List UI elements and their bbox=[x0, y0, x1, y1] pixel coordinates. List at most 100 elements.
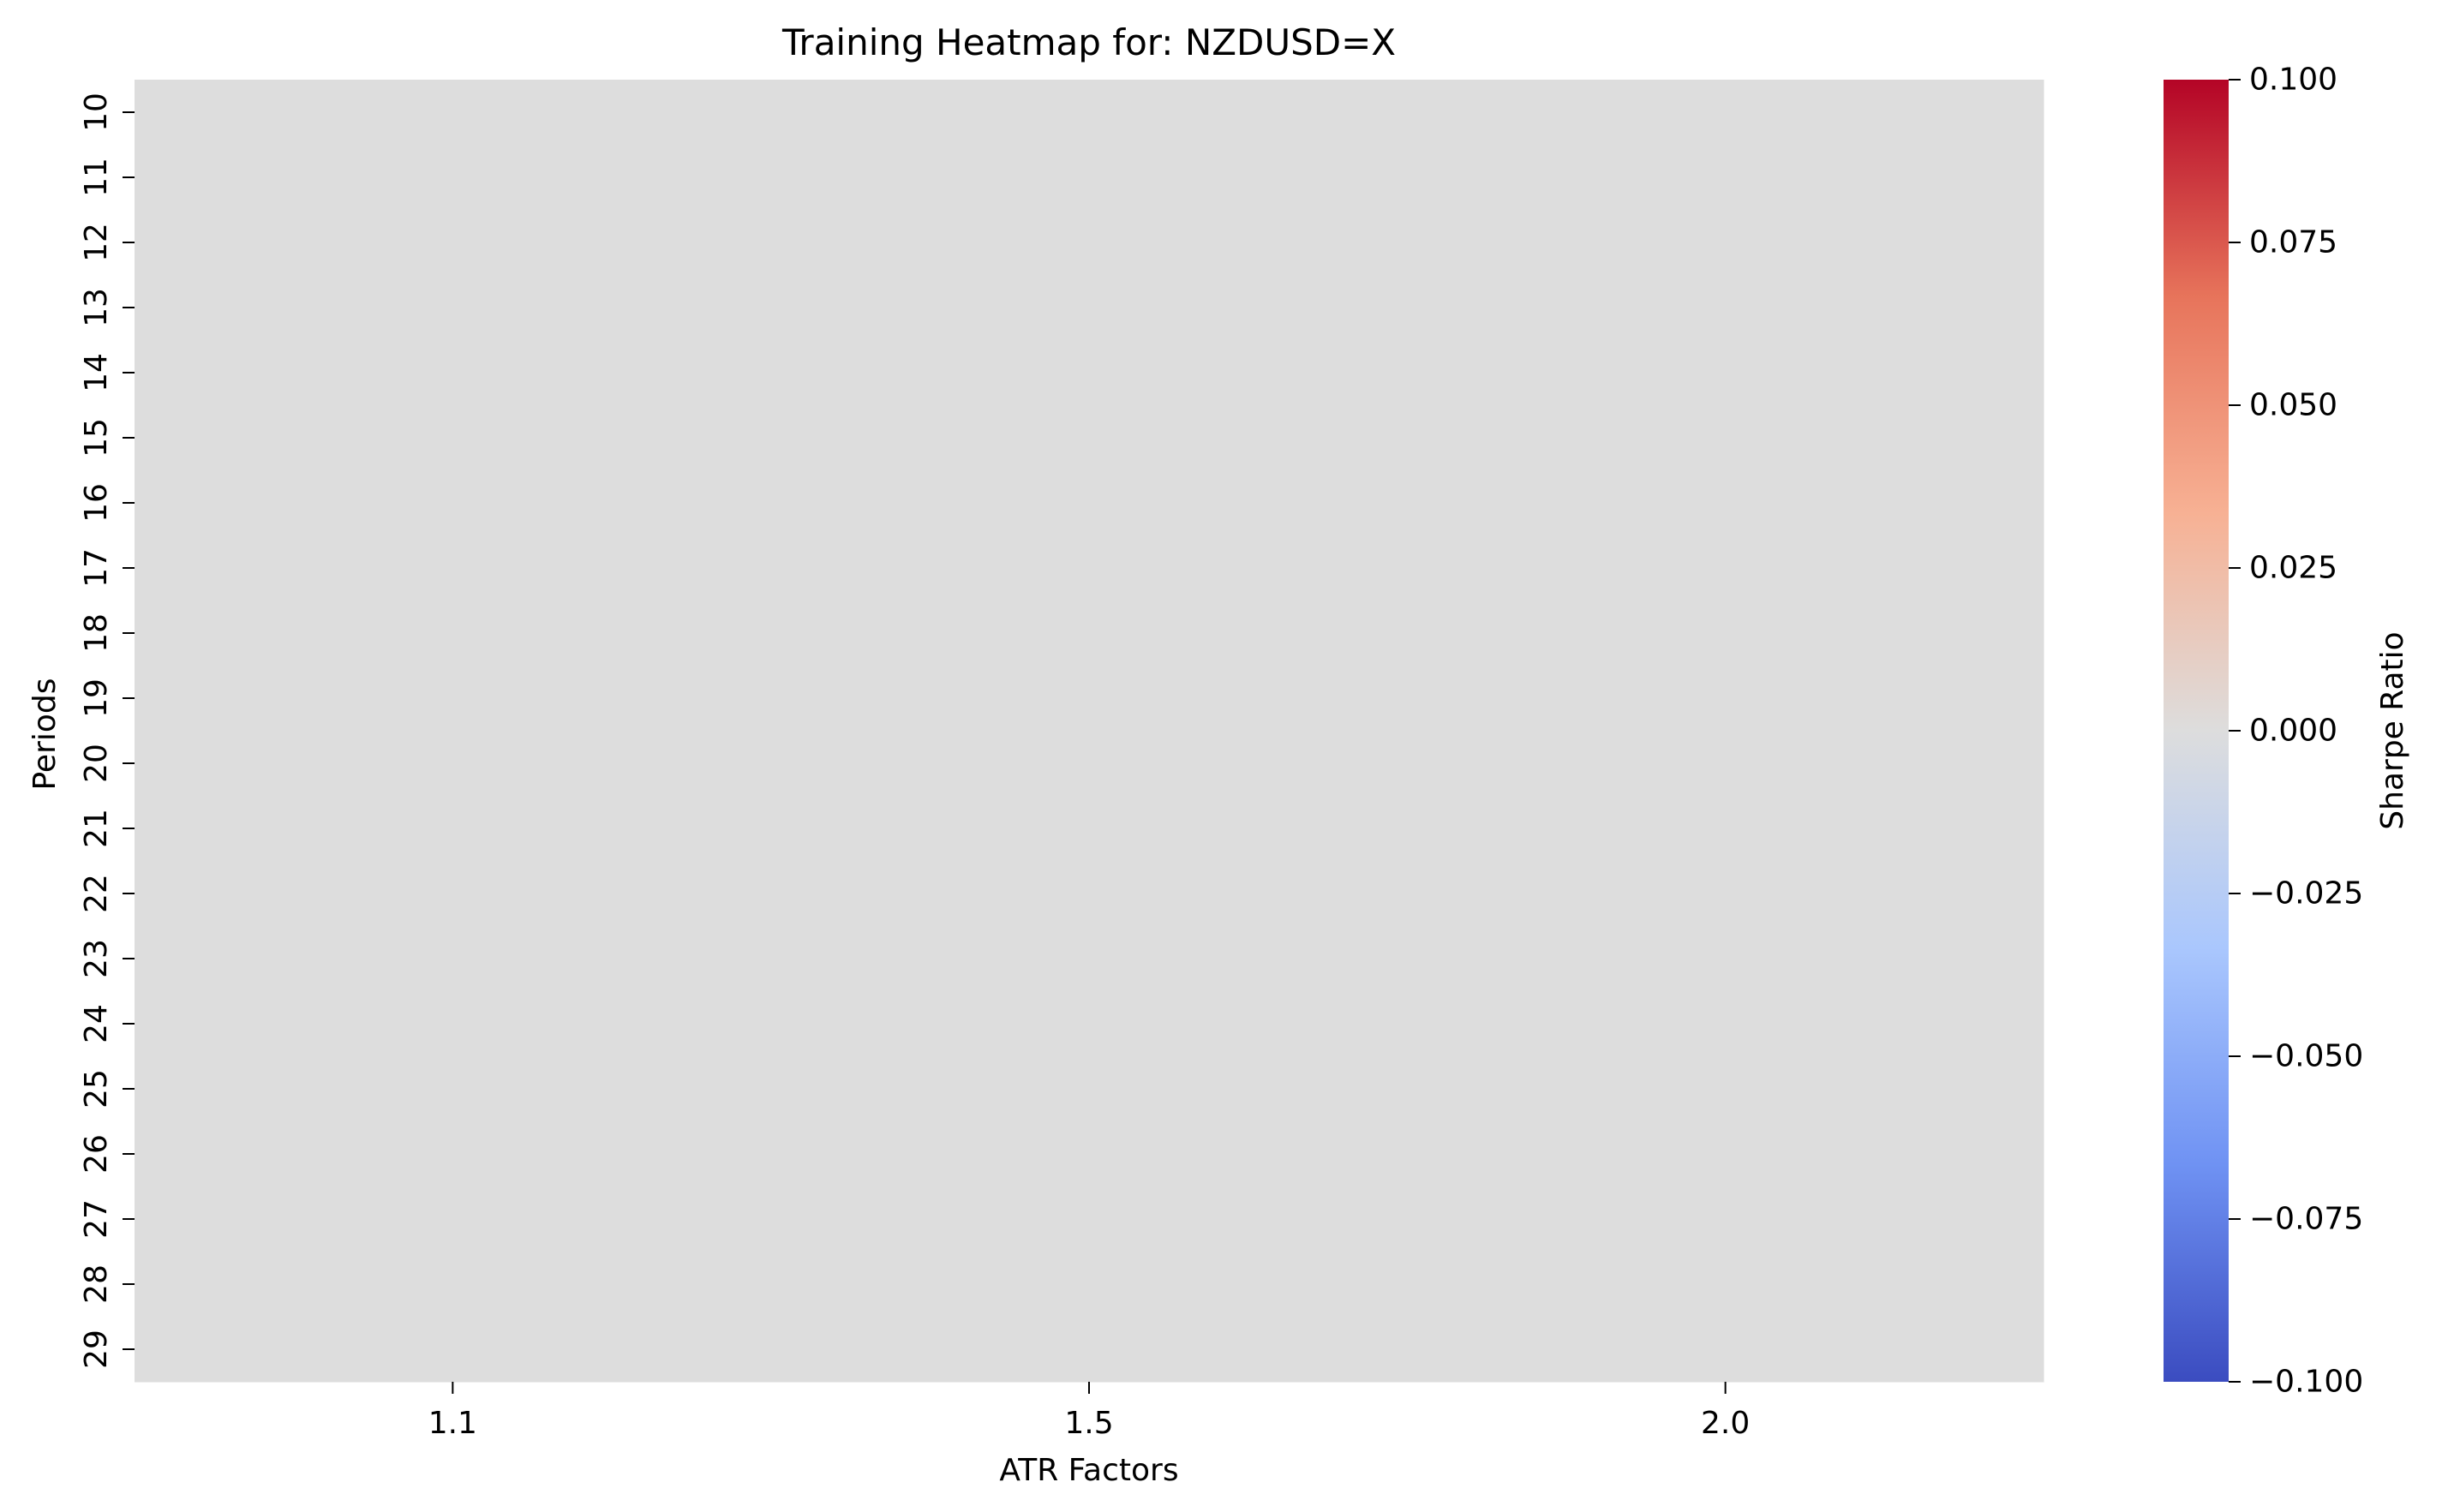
y-tick-label: 11 bbox=[79, 158, 114, 197]
heatmap-cell bbox=[1407, 666, 2044, 732]
heatmap-cell bbox=[1407, 275, 2044, 341]
colorbar-tick-label: −0.025 bbox=[2249, 876, 2363, 911]
heatmap-cell bbox=[1407, 405, 2044, 471]
heatmap-cell bbox=[770, 210, 1408, 276]
heatmap-cell bbox=[135, 1186, 772, 1252]
y-tick-label: 12 bbox=[79, 223, 114, 262]
heatmap-cell bbox=[135, 666, 772, 732]
heatmap-cell bbox=[770, 80, 1408, 146]
chart-title: Training Heatmap for: NZDUSD=X bbox=[781, 21, 1396, 63]
heatmap-cell bbox=[770, 1186, 1408, 1252]
x-axis-label: ATR Factors bbox=[999, 1453, 1178, 1488]
heatmap-cell bbox=[135, 991, 772, 1057]
colorbar-tick-label: −0.100 bbox=[2249, 1365, 2363, 1400]
heatmap-cell bbox=[135, 601, 772, 666]
heatmap-cell bbox=[770, 275, 1408, 341]
x-tick-label: 1.5 bbox=[1064, 1406, 1113, 1441]
heatmap-cell bbox=[135, 731, 772, 797]
colorbar-ticks: 0.100 0.075 0.050 0.025 0.000 −0.025 −0.050 −0.… bbox=[2229, 63, 2363, 1400]
colorbar bbox=[2164, 80, 2229, 1382]
colorbar-tick-label: 0.075 bbox=[2249, 225, 2337, 260]
x-axis-ticks: 1.1 1.5 2.0 bbox=[428, 1382, 1750, 1441]
heatmap-cell bbox=[135, 470, 772, 536]
y-tick-label: 28 bbox=[79, 1264, 114, 1304]
heatmap-cell bbox=[770, 405, 1408, 471]
heatmap-cell bbox=[770, 861, 1408, 927]
heatmap-cell bbox=[1407, 1317, 2044, 1383]
y-tick-label: 24 bbox=[79, 1004, 114, 1043]
heatmap-cell bbox=[135, 275, 772, 341]
heatmap-cell bbox=[135, 535, 772, 601]
y-tick-label: 20 bbox=[79, 744, 114, 783]
heatmap-cell bbox=[1407, 1056, 2044, 1122]
y-tick-label: 22 bbox=[79, 874, 114, 913]
y-tick-label: 10 bbox=[79, 93, 114, 132]
heatmap-cell bbox=[1407, 1186, 2044, 1252]
colorbar-tick-label: 0.025 bbox=[2249, 551, 2337, 586]
colorbar-tick-label: 0.050 bbox=[2249, 388, 2337, 423]
colorbar-tick-label: 0.000 bbox=[2249, 714, 2337, 749]
heatmap-cell bbox=[135, 1252, 772, 1318]
colorbar-tick-label: −0.075 bbox=[2249, 1202, 2363, 1237]
heatmap-cell bbox=[135, 926, 772, 992]
colorbar-tick-label: −0.050 bbox=[2249, 1039, 2363, 1074]
heatmap-cell bbox=[1407, 991, 2044, 1057]
heatmap-cell bbox=[1407, 1121, 2044, 1187]
y-tick-label: 17 bbox=[79, 548, 114, 588]
heatmap-cell bbox=[1407, 80, 2044, 146]
y-tick-label: 23 bbox=[79, 939, 114, 978]
heatmap-cell bbox=[1407, 340, 2044, 406]
heatmap-cell bbox=[135, 1056, 772, 1122]
y-tick-label: 26 bbox=[79, 1134, 114, 1174]
heatmap-cells bbox=[135, 80, 2044, 1383]
heatmap-cell bbox=[770, 731, 1408, 797]
y-tick-label: 15 bbox=[79, 418, 114, 457]
x-tick-label: 1.1 bbox=[428, 1406, 477, 1441]
y-axis-ticks: 10 11 12 13 14 15 16 17 18 19 20 21 22 23 24 25 26 27 28 29 bbox=[79, 93, 135, 1369]
heatmap-cell bbox=[135, 145, 772, 211]
heatmap-cell bbox=[770, 340, 1408, 406]
colorbar-label: Sharpe Ratio bbox=[2375, 631, 2410, 829]
heatmap-cell bbox=[770, 1121, 1408, 1187]
heatmap-cell bbox=[770, 1252, 1408, 1318]
y-tick-label: 27 bbox=[79, 1199, 114, 1239]
y-tick-label: 16 bbox=[79, 483, 114, 523]
x-tick-label: 2.0 bbox=[1701, 1406, 1750, 1441]
heatmap-cell bbox=[1407, 145, 2044, 211]
heatmap-cell bbox=[1407, 796, 2044, 862]
heatmap-cell bbox=[1407, 731, 2044, 797]
heatmap-cell bbox=[1407, 210, 2044, 276]
heatmap-cell bbox=[1407, 470, 2044, 536]
heatmap-cell bbox=[135, 1317, 772, 1383]
y-axis-label: Periods bbox=[27, 678, 63, 790]
heatmap-cell bbox=[770, 601, 1408, 666]
heatmap-cell bbox=[135, 1121, 772, 1187]
heatmap-cell bbox=[135, 340, 772, 406]
heatmap-cell bbox=[770, 1317, 1408, 1383]
heatmap-cell bbox=[135, 861, 772, 927]
y-tick-label: 29 bbox=[79, 1330, 114, 1369]
y-tick-label: 19 bbox=[79, 678, 114, 718]
heatmap-cell bbox=[770, 1056, 1408, 1122]
y-tick-label: 21 bbox=[79, 809, 114, 848]
heatmap-cell bbox=[135, 210, 772, 276]
heatmap-cell bbox=[1407, 535, 2044, 601]
heatmap-cell bbox=[1407, 861, 2044, 927]
heatmap-cell bbox=[770, 666, 1408, 732]
heatmap-cell bbox=[1407, 1252, 2044, 1318]
heatmap-cell bbox=[770, 145, 1408, 211]
y-tick-label: 14 bbox=[79, 353, 114, 392]
y-tick-label: 25 bbox=[79, 1069, 114, 1109]
heatmap-cell bbox=[770, 796, 1408, 862]
y-tick-label: 18 bbox=[79, 613, 114, 653]
heatmap-cell bbox=[135, 405, 772, 471]
y-tick-label: 13 bbox=[79, 288, 114, 327]
heatmap-cell bbox=[1407, 601, 2044, 666]
heatmap-cell bbox=[770, 926, 1408, 992]
heatmap-cell bbox=[1407, 926, 2044, 992]
colorbar-tick-label: 0.100 bbox=[2249, 63, 2337, 98]
heatmap-cell bbox=[770, 470, 1408, 536]
heatmap-cell bbox=[135, 796, 772, 862]
